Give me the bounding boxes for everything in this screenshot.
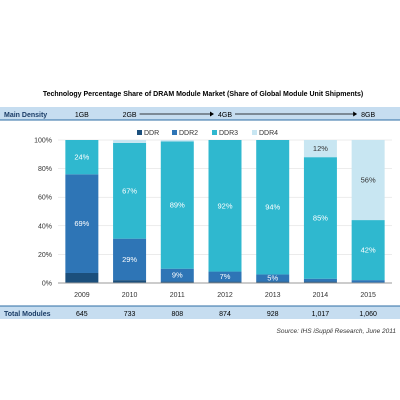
y-tick-label: 60% — [38, 195, 52, 202]
legend-label-ddr2: DDR2 — [179, 130, 198, 137]
data-label: 29% — [122, 255, 137, 264]
total-modules-value: 928 — [267, 311, 279, 318]
legend-label-ddr4: DDR4 — [259, 130, 278, 137]
bar-ddr2-2011 — [160, 268, 194, 282]
density-arrow-head — [353, 111, 358, 117]
bar-ddr-2011 — [160, 281, 194, 283]
main-density-band: Main Density 1GB 2GB 4GB 8GB — [0, 107, 400, 121]
plot-area: 0% 20% 40% 60% 80% 100% 69% 24% 2009 29% 67% 2010 9%… — [34, 138, 392, 299]
bar-ddr3-2015 — [351, 220, 385, 281]
data-label: 56% — [361, 176, 376, 185]
bar-ddr-2009 — [65, 272, 99, 283]
legend-swatch-ddr2 — [172, 130, 177, 135]
chart-title: Technology Percentage Share of DRAM Modu… — [43, 91, 363, 98]
main-density-value: 4GB — [218, 112, 232, 119]
total-modules-band: Total Modules 645 733 808 874 928 1,017 1,060 — [0, 305, 400, 319]
data-label: 94% — [265, 203, 280, 212]
y-tick-label: 40% — [38, 223, 52, 230]
bar-ddr3-2011 — [160, 141, 194, 269]
x-tick-label: 2014 — [313, 292, 329, 299]
bar-ddr-2013 — [256, 281, 290, 283]
total-modules-value: 1,060 — [359, 311, 377, 318]
x-tick-label: 2011 — [170, 292, 185, 299]
bar-ddr-2010 — [113, 280, 147, 283]
y-tick-label: 100% — [34, 138, 52, 145]
data-label: 24% — [74, 153, 89, 162]
bar-ddr3-2012 — [208, 140, 242, 272]
total-modules-value: 874 — [219, 311, 231, 318]
total-modules-value: 645 — [76, 311, 88, 318]
bar-ddr4-2014 — [303, 140, 337, 158]
source-note: Source: IHS iSuppli Research, June 2011 — [277, 328, 397, 335]
data-label: 9% — [172, 271, 183, 280]
y-tick-label: 80% — [38, 166, 52, 173]
bar-ddr3-2014 — [303, 157, 337, 279]
data-label: 89% — [170, 201, 185, 210]
bar-ddr3-2009 — [65, 140, 99, 175]
data-label: 67% — [122, 186, 137, 195]
bar-ddr2-2009 — [65, 174, 99, 273]
data-label: 5% — [267, 273, 278, 282]
chart-legend: DDR DDR2 DDR3 DDR4 — [137, 130, 278, 137]
bar-ddr3-2010 — [113, 142, 147, 239]
legend-label-ddr: DDR — [144, 130, 159, 137]
bar-ddr4-2011 — [160, 140, 194, 142]
y-tick-label: 20% — [38, 252, 52, 259]
x-tick-label: 2013 — [265, 292, 281, 299]
bar-ddr2-2013 — [256, 274, 290, 282]
bar-ddr4-2015 — [351, 140, 385, 221]
bar-ddr2-2014 — [303, 278, 337, 282]
bar-ddr2-2015 — [351, 280, 385, 283]
main-density-value: 1GB — [75, 112, 89, 119]
data-label: 85% — [313, 213, 328, 222]
data-label: 12% — [313, 144, 328, 153]
x-tick-label: 2015 — [360, 292, 376, 299]
x-tick-label: 2012 — [217, 292, 233, 299]
data-label: 42% — [361, 246, 376, 255]
total-modules-value: 733 — [124, 311, 136, 318]
bar-ddr3-2013 — [256, 140, 290, 275]
y-tick-label: 0% — [42, 281, 52, 288]
data-label: 7% — [220, 272, 231, 281]
total-modules-band-background — [0, 306, 400, 319]
main-density-label: Main Density — [4, 112, 47, 119]
total-modules-value: 808 — [171, 311, 183, 318]
legend-swatch-ddr4 — [252, 130, 257, 135]
bar-ddr-2012 — [208, 281, 242, 283]
bar-ddr2-2010 — [113, 238, 147, 281]
main-density-value: 2GB — [123, 112, 137, 119]
bar-ddr4-2010 — [113, 140, 147, 143]
legend-label-ddr3: DDR3 — [219, 130, 238, 137]
density-arrow-head — [210, 111, 214, 117]
legend-swatch-ddr3 — [212, 130, 217, 135]
total-modules-label: Total Modules — [4, 311, 51, 318]
main-density-value: 8GB — [361, 112, 375, 119]
data-label: 69% — [74, 219, 89, 228]
bar-ddr-2014 — [303, 281, 337, 283]
total-modules-value: 1,017 — [312, 311, 330, 318]
legend-swatch-ddr — [137, 130, 142, 135]
bar-ddr2-2012 — [208, 271, 242, 282]
x-tick-label: 2010 — [122, 292, 138, 299]
x-tick-label: 2009 — [74, 292, 90, 299]
main-density-band-background — [0, 107, 400, 120]
data-label: 92% — [217, 201, 232, 210]
